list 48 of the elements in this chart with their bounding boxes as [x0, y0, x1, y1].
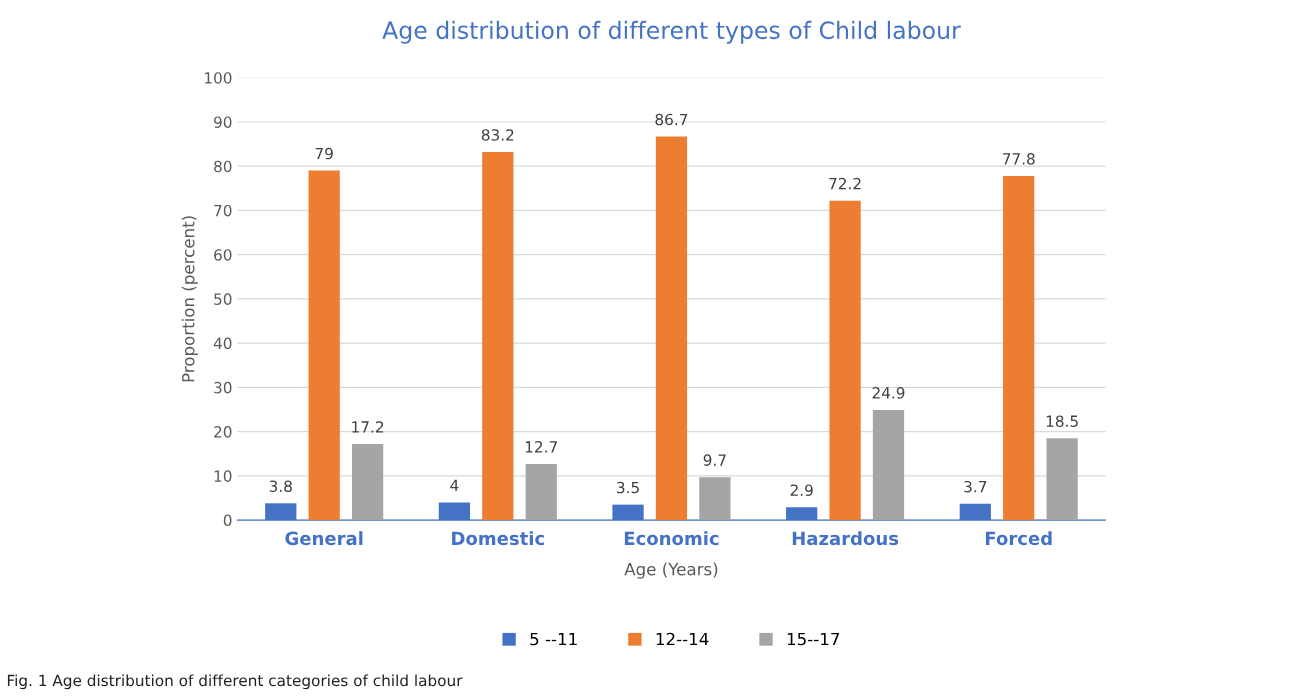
data-label: 12.7 [525, 441, 557, 453]
data-label: 17.2 [352, 421, 384, 433]
y-tick-label: 90 [214, 116, 232, 128]
legend-label: 12--14 [656, 632, 709, 646]
y-tick-label: 70 [214, 204, 232, 217]
legend-label: 5 --11 [530, 632, 577, 646]
data-label: 24.9 [872, 387, 905, 399]
y-axis-title: Proportion (percent) [181, 216, 198, 382]
data-label: 4 [450, 479, 459, 491]
x-tick-label: Economic [624, 531, 719, 546]
data-label: 86.7 [655, 113, 688, 126]
bar [699, 477, 731, 521]
x-tick-label: Hazardous [792, 531, 899, 546]
x-tick-label: General [285, 531, 363, 546]
legend-label: 15--17 [787, 632, 840, 646]
y-tick-label: 20 [214, 426, 232, 438]
bar [351, 444, 384, 521]
bar [1003, 175, 1035, 521]
y-tick-label: 10 [214, 470, 232, 482]
bar [525, 463, 557, 521]
data-label: 2.9 [790, 484, 813, 496]
y-tick-label: 40 [213, 337, 232, 350]
y-tick-label: 30 [214, 381, 232, 394]
bar [655, 136, 688, 521]
bar [1046, 438, 1078, 521]
x-axis-title: Age (Years) [624, 562, 718, 579]
data-label: 9.7 [703, 454, 726, 466]
y-tick-label: 100 [205, 72, 232, 84]
data-label: 3.5 [617, 481, 639, 494]
x-tick-label: Domestic [452, 531, 544, 546]
bar [482, 152, 514, 521]
y-tick-label: 80 [214, 160, 232, 173]
caption: Fig. 1 Age distribution of different categories of child labour [7, 674, 463, 690]
data-label: 3.8 [269, 480, 292, 492]
y-tick-label: 0 [223, 514, 232, 527]
data-label: 72.2 [829, 177, 861, 190]
data-label: 77.8 [1002, 153, 1035, 165]
chart-title: Age distribution of different types of Child labour [382, 20, 961, 44]
y-tick-label: 50 [214, 293, 232, 305]
y-tick-label: 60 [214, 249, 232, 261]
bar [829, 200, 861, 521]
data-label: 3.7 [964, 480, 987, 493]
bar [872, 409, 905, 521]
x-tick-label: Forced [985, 531, 1052, 546]
data-label: 83.2 [481, 129, 514, 141]
data-label: 18.5 [1046, 415, 1078, 427]
data-label: 79 [315, 147, 333, 160]
bar [308, 170, 340, 521]
